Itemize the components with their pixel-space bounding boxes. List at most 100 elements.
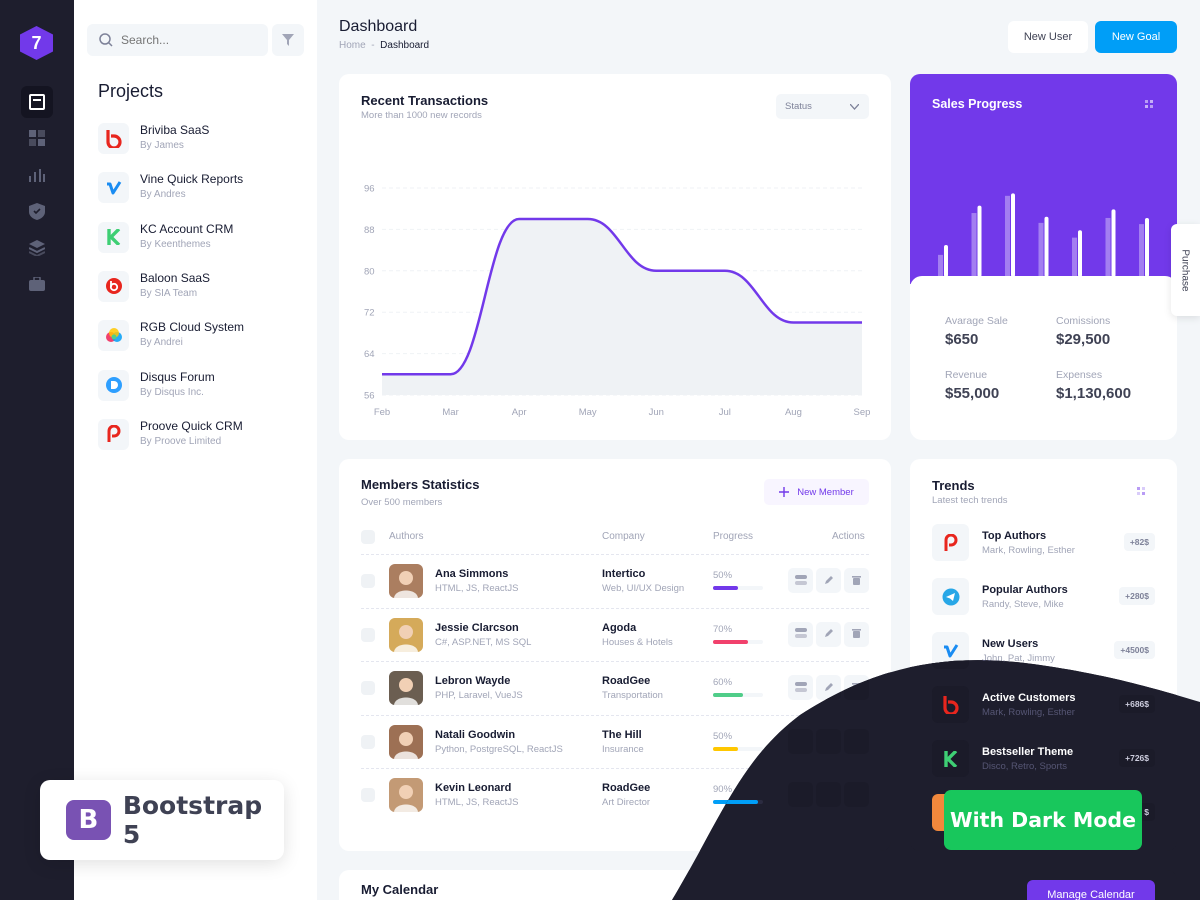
row-checkbox[interactable] [361, 788, 375, 803]
sales-bar-chart [938, 193, 1149, 277]
avatar [389, 617, 423, 652]
column-header-progress[interactable]: Progress [713, 531, 754, 542]
trend-sub: Randy, Steve, Mike [982, 599, 1064, 610]
sales-progress-title: Sales Progress [932, 97, 1023, 111]
logo-text: 7 [31, 32, 42, 53]
rail-chart-icon[interactable] [21, 159, 53, 191]
menu-dots-icon[interactable] [1145, 100, 1154, 109]
row-checkbox[interactable] [361, 574, 375, 588]
edit-button[interactable] [816, 621, 841, 647]
project-item[interactable]: Proove Quick CRM By Proove Limited [98, 415, 298, 455]
project-name[interactable]: Vine Quick Reports [140, 172, 244, 187]
sales-bar [1145, 217, 1149, 277]
p-logo-icon [932, 524, 969, 561]
project-item[interactable]: Baloon SaaS By SIA Team [98, 267, 298, 307]
trend-name[interactable]: New Users [982, 638, 1039, 650]
search-box[interactable] [87, 24, 268, 56]
row-checkbox[interactable] [361, 734, 375, 749]
toggle-button[interactable] [788, 782, 813, 807]
manage-calendar-button[interactable]: Manage Calendar [1027, 880, 1155, 900]
row-checkbox[interactable] [361, 627, 375, 642]
y-tick-label: 56 [364, 391, 375, 402]
toggle-icon [794, 679, 807, 697]
x-tick-label: Aug [785, 407, 802, 418]
member-name[interactable]: Lebron Wayde [435, 675, 511, 688]
search-input[interactable] [121, 33, 251, 47]
project-item[interactable]: Vine Quick Reports By Andres [98, 168, 298, 208]
projects-heading: Projects [98, 81, 164, 101]
project-item[interactable]: Briviba SaaS By James [98, 119, 298, 159]
trend-name[interactable]: Top Authors [982, 530, 1047, 542]
breadcrumb-separator: - [371, 40, 375, 51]
trend-badge: $ [1138, 803, 1155, 821]
member-name[interactable]: Natali Goodwin [435, 728, 516, 741]
filter-button[interactable] [272, 24, 304, 56]
rail-grid-icon[interactable] [21, 122, 53, 154]
toggle-icon [794, 625, 807, 643]
member-name[interactable]: Jessie Clarcson [435, 621, 519, 634]
breadcrumb: Home - Dashboard [339, 40, 429, 51]
y-tick-label: 88 [364, 225, 375, 236]
y-tick-label: 96 [364, 184, 375, 195]
y-tick-label: 72 [364, 308, 375, 319]
delete-button[interactable] [844, 621, 869, 647]
select-all-checkbox[interactable] [361, 530, 375, 544]
chevron-down-icon [850, 103, 859, 110]
project-item[interactable]: KC Account CRM By Keenthemes [98, 218, 298, 258]
progress-bar [713, 693, 763, 698]
delete-button[interactable] [844, 568, 869, 593]
member-name[interactable]: Ana Simmons [435, 568, 509, 580]
progress-fill [713, 693, 743, 698]
edit-button[interactable] [816, 729, 841, 754]
trend-name[interactable]: Active Customers [982, 692, 1076, 704]
transactions-title: Recent Transactions [361, 93, 489, 108]
project-name[interactable]: RGB Cloud System [140, 320, 245, 335]
new-goal-button[interactable]: New Goal [1095, 21, 1177, 53]
toggle-button[interactable] [788, 729, 813, 754]
project-item[interactable]: RGB Cloud System By Andrei [98, 316, 298, 356]
column-header-authors[interactable]: Authors [389, 531, 424, 542]
breadcrumb-home[interactable]: Home [339, 40, 366, 51]
rail-shield-icon[interactable] [21, 195, 53, 227]
edit-button[interactable] [816, 782, 841, 807]
edit-button[interactable] [816, 568, 841, 593]
trend-name[interactable]: Bestseller Theme [982, 746, 1074, 758]
status-select[interactable]: Status [776, 94, 869, 119]
project-name[interactable]: Briviba SaaS [140, 123, 210, 137]
delete-button[interactable] [844, 729, 869, 754]
k-logo-icon [98, 221, 129, 253]
toggle-button[interactable] [788, 621, 813, 647]
member-name[interactable]: Kevin Leonard [435, 782, 512, 795]
column-header-company[interactable]: Company [602, 531, 645, 542]
rail-briefcase-icon[interactable] [21, 268, 53, 300]
x-tick-label: Mar [442, 407, 458, 418]
member-company-sub: Art Director [602, 797, 651, 809]
delete-button[interactable] [844, 782, 869, 807]
project-name[interactable]: Proove Quick CRM [140, 418, 243, 433]
project-item[interactable]: Disqus Forum By Disqus Inc. [98, 366, 298, 406]
row-checkbox[interactable] [361, 681, 375, 696]
sales-bar-secondary [1005, 195, 1010, 277]
project-name[interactable]: KC Account CRM [140, 221, 234, 236]
menu-dots-icon[interactable] [1137, 487, 1146, 496]
progress-bar [713, 746, 763, 751]
rail-dashboard-icon[interactable] [21, 86, 53, 118]
sales-bar-secondary [1105, 217, 1111, 277]
trend-sub: John, Pat, Jimmy [982, 653, 1055, 664]
project-name[interactable]: Baloon SaaS [140, 270, 211, 285]
bootstrap-badge-text: Bootstrap 5 [122, 791, 263, 849]
rgb-cloud-icon [98, 320, 129, 352]
disqus-icon [98, 369, 129, 401]
toggle-button[interactable] [788, 568, 813, 593]
trend-name[interactable]: Popular Authors [982, 584, 1068, 596]
new-user-button[interactable]: New User [1008, 21, 1088, 53]
new-member-button[interactable]: New Member [764, 479, 869, 505]
area-fill [382, 219, 862, 395]
sales-bar-secondary [971, 213, 977, 277]
edit-icon [824, 572, 834, 590]
project-name[interactable]: Disqus Forum [140, 369, 215, 384]
stat-label: Comissions [1056, 315, 1111, 327]
toggle-button[interactable] [788, 675, 813, 701]
rail-layers-icon[interactable] [21, 232, 53, 264]
purchase-tab[interactable]: Purchase [1171, 224, 1200, 316]
